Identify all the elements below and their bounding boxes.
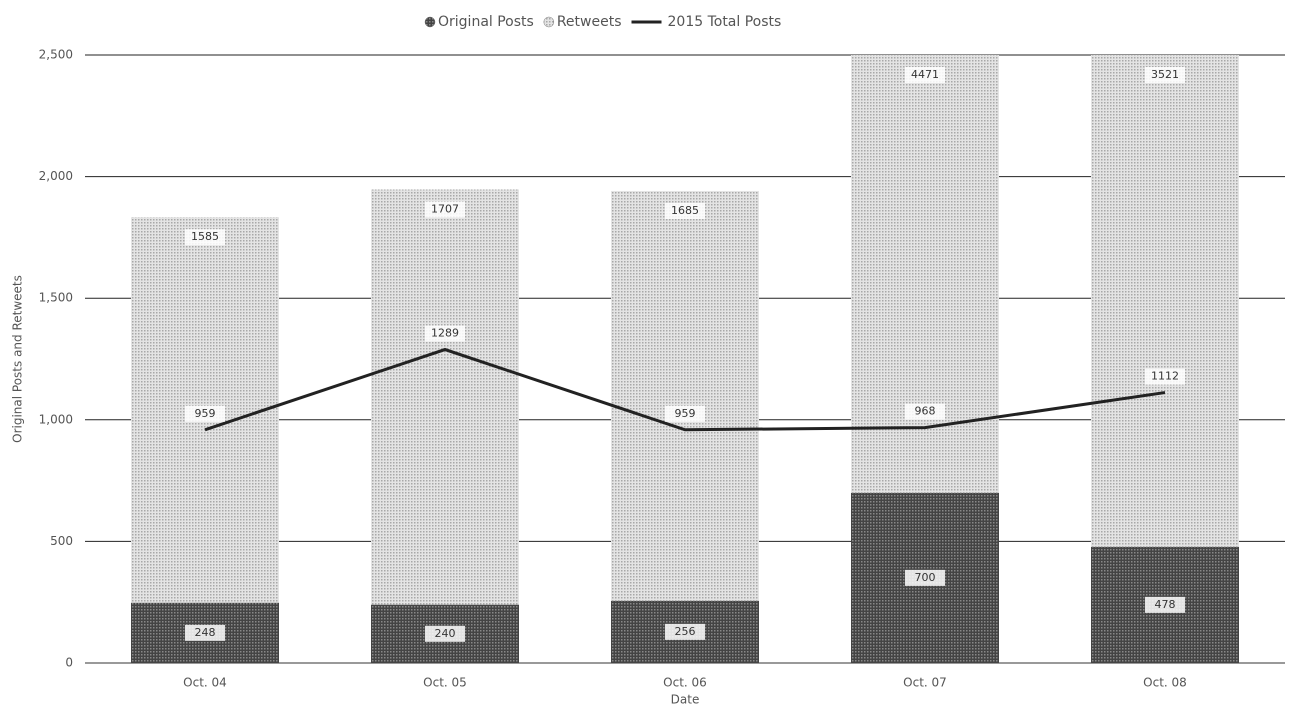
bar-segment: [371, 189, 519, 605]
value-label-box: [665, 623, 705, 640]
value-label-box: [665, 202, 705, 219]
value-label-box: [425, 325, 465, 342]
value-label: 1685: [671, 204, 699, 217]
x-tick-label: Oct. 04: [183, 676, 227, 690]
legend-label: Original Posts: [438, 14, 534, 30]
value-label-box: [905, 403, 945, 420]
value-label-box: [1145, 368, 1185, 385]
bar-segment: [611, 190, 759, 601]
value-label-box: [425, 201, 465, 218]
x-tick-label: Oct. 06: [663, 676, 707, 690]
legend-marker: [424, 16, 436, 28]
value-label-box: [185, 229, 225, 246]
value-label: 1707: [431, 202, 459, 215]
value-label: 700: [915, 571, 936, 584]
legend-marker: [543, 16, 555, 28]
value-label: 4471: [911, 68, 939, 81]
plot: [131, 55, 1239, 663]
y-tick-label: 1,000: [39, 412, 73, 426]
bar-segment: [1091, 55, 1239, 547]
value-label-box: [425, 625, 465, 642]
legend-label: 2015 Total Posts: [668, 14, 782, 30]
x-tick-label: Oct. 07: [903, 676, 947, 690]
x-axis-label: Date: [671, 693, 700, 707]
y-tick-label: 0: [65, 656, 73, 670]
y-axis-label: Original Posts and Retweets: [11, 275, 25, 443]
value-label-box: [185, 405, 225, 422]
value-label: 1289: [431, 327, 459, 340]
value-label: 240: [435, 627, 456, 640]
line: [204, 347, 1166, 432]
x-tick-label: Oct. 05: [423, 676, 467, 690]
value-label: 3521: [1151, 68, 1179, 81]
y-tick-label: 1,500: [39, 291, 73, 305]
x-tick-label: Oct. 08: [1143, 676, 1187, 690]
value-label-box: [905, 569, 945, 586]
value-label: 1585: [191, 230, 219, 243]
value-label-box: [1145, 67, 1185, 83]
value-label: 248: [195, 626, 216, 639]
y-tick-label: 2,500: [39, 48, 73, 62]
value-label: 959: [675, 407, 696, 420]
value-label: 968: [915, 405, 936, 418]
value-label-box: [185, 624, 225, 641]
value-label: 478: [1155, 598, 1176, 611]
y-tick-label: 500: [50, 534, 73, 548]
y-tick-label: 2,000: [39, 169, 73, 183]
value-label: 1112: [1151, 370, 1179, 383]
value-label-box: [665, 405, 705, 422]
value-label: 256: [675, 625, 696, 638]
legend-label: Retweets: [557, 14, 622, 30]
value-label-box: [1145, 596, 1185, 613]
value-label-box: [905, 67, 945, 83]
value-label: 959: [195, 407, 216, 420]
